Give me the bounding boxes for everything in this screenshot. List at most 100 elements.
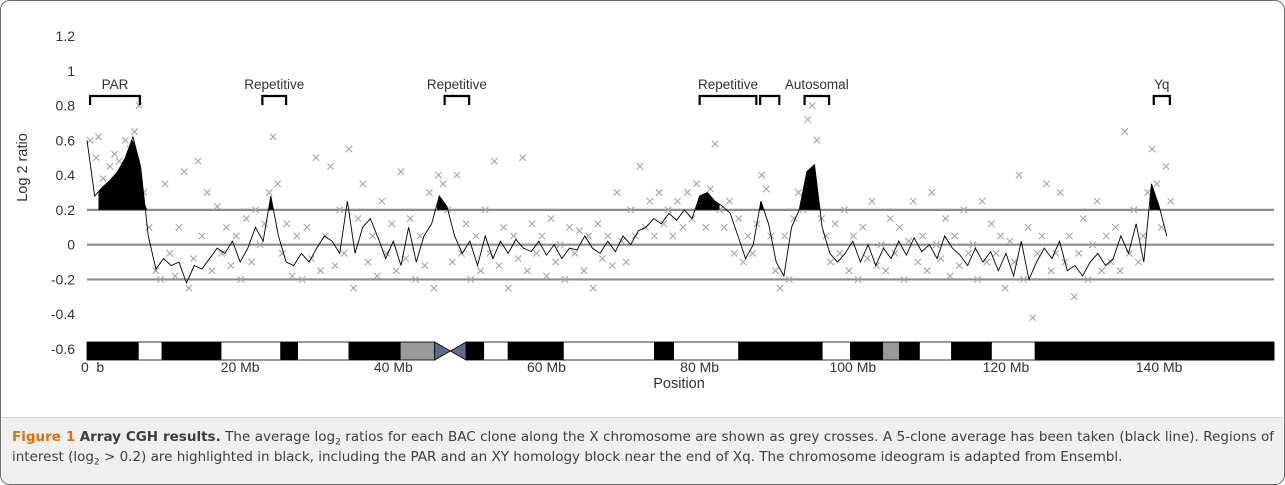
data-cross [840, 206, 848, 214]
data-cross [303, 223, 311, 231]
x-tick-label: 40 Mb [374, 359, 413, 375]
data-cross [863, 254, 871, 263]
data-cross [115, 157, 123, 165]
data-cross [608, 261, 616, 270]
data-cross [868, 197, 876, 205]
data-cross [180, 168, 188, 176]
centromere-left [434, 341, 452, 361]
centromere-right [449, 341, 467, 361]
data-cross [946, 272, 954, 280]
data-cross [859, 223, 867, 231]
data-cross [411, 275, 420, 284]
annotation-label: Autosomal [785, 77, 849, 92]
data-cross [964, 249, 973, 257]
x-tick-label: 120 Mb [983, 359, 1030, 375]
data-cross [477, 267, 485, 275]
data-cross [345, 145, 353, 153]
data-cross [504, 284, 512, 292]
data-cross [794, 188, 803, 197]
data-cross [1033, 249, 1041, 257]
data-cross [762, 185, 770, 193]
data-cross [622, 258, 630, 266]
data-cross [748, 249, 757, 257]
data-cross [706, 185, 714, 193]
data-cross [928, 188, 936, 197]
data-cross [877, 241, 885, 249]
data-cross [274, 180, 282, 188]
data-cross [523, 267, 531, 275]
data-cross [152, 267, 160, 275]
ideogram-band [821, 341, 851, 361]
highlight-region [436, 196, 454, 210]
data-cross [997, 232, 1005, 240]
data-cross [813, 136, 821, 144]
data-cross [1107, 258, 1115, 266]
data-cross [106, 162, 114, 171]
ideogram-band [919, 341, 952, 361]
data-cross [1167, 197, 1175, 205]
data-cross [660, 220, 668, 228]
ideogram-band [399, 341, 436, 361]
data-cross [918, 232, 927, 240]
data-cross [978, 197, 986, 205]
data-cross [354, 214, 362, 223]
average-line [86, 135, 1168, 285]
data-cross [94, 133, 103, 141]
data-cross [242, 214, 250, 223]
data-cross [490, 157, 498, 165]
data-cross [771, 267, 780, 275]
data-cross [189, 254, 198, 263]
data-cross [969, 241, 977, 249]
data-cross [895, 223, 904, 231]
data-cross [781, 232, 789, 240]
annotation-label: Yq [1154, 77, 1169, 92]
annotation-bracket [443, 94, 471, 105]
data-cross [373, 272, 381, 280]
data-cross [369, 232, 377, 240]
data-cross [416, 232, 424, 240]
data-cross [312, 154, 320, 162]
data-cross [430, 284, 438, 292]
caption-text-1: The average log [220, 429, 336, 445]
data-cross [397, 168, 405, 176]
data-cross [725, 197, 734, 205]
y-tick-label: -0.4 [51, 306, 75, 322]
ideogram-band [348, 341, 401, 361]
data-cross [646, 197, 654, 205]
x-tick-label: b [96, 359, 104, 375]
data-cross [692, 180, 701, 188]
data-cross [185, 284, 193, 292]
y-axis-label: Log 2 ratio [15, 133, 31, 202]
annotation-bracket [698, 94, 758, 105]
data-cross [932, 241, 940, 249]
chromosome-ideogram [86, 341, 1275, 361]
data-cross [406, 214, 414, 223]
data-cross [326, 162, 335, 171]
data-cross [955, 261, 963, 270]
data-cross [251, 206, 260, 214]
data-cross [664, 206, 672, 214]
highlight-region [799, 165, 823, 210]
data-cross [472, 232, 480, 240]
data-cross [900, 275, 908, 284]
data-cross [655, 188, 663, 197]
data-cross [99, 175, 107, 183]
ideogram-band [951, 341, 992, 361]
data-cross [336, 206, 344, 214]
data-cross [532, 249, 541, 257]
caption-title: Array CGH results. [79, 429, 221, 445]
data-cross [565, 223, 574, 231]
y-tick-label: 1 [67, 63, 75, 79]
annotation-label: Repetitive [698, 77, 758, 92]
data-cross [673, 197, 682, 205]
ideogram-band [562, 341, 655, 361]
annotation-label: PAR [102, 77, 129, 92]
data-cross [401, 254, 410, 263]
x-tick-label: 100 Mb [829, 359, 876, 375]
y-tick-label: 0.8 [56, 98, 76, 114]
data-cross [960, 206, 968, 214]
caption-label: Figure 1 [12, 429, 76, 445]
data-cross [208, 267, 216, 275]
data-cross [1070, 293, 1078, 301]
data-cross [166, 249, 174, 257]
